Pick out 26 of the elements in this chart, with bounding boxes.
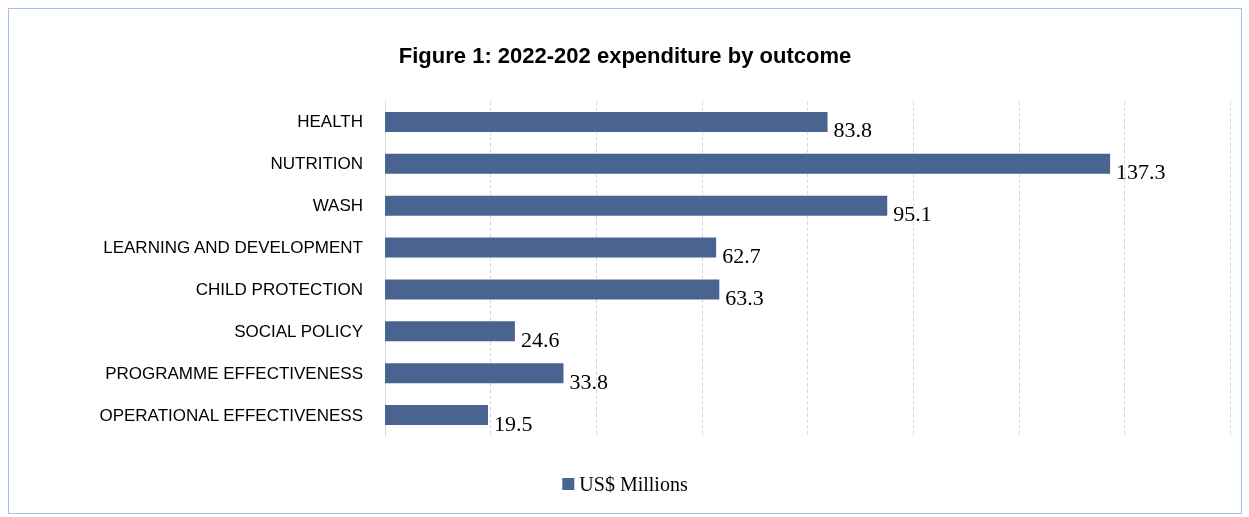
data-label: 63.3 xyxy=(725,284,764,310)
y-tick-label: HEALTH xyxy=(297,112,363,132)
data-label: 24.6 xyxy=(520,326,560,352)
bar xyxy=(385,111,828,132)
y-tick-label: LEARNING AND DEVELOPMENT xyxy=(103,238,363,258)
data-label: 19.5 xyxy=(493,410,533,436)
bar xyxy=(385,279,720,300)
y-tick-label: SOCIAL POLICY xyxy=(234,321,363,341)
bar xyxy=(385,363,564,384)
data-label: 137.3 xyxy=(1116,159,1166,185)
bar xyxy=(385,237,717,258)
y-tick-label: OPERATIONAL EFFECTIVENESS xyxy=(99,405,363,425)
y-tick-label: PROGRAMME EFFECTIVENESS xyxy=(105,363,363,383)
y-tick-label: CHILD PROTECTION xyxy=(195,279,363,299)
bar xyxy=(385,153,1111,174)
chart-title: Figure 1: 2022-202 expenditure by outcome xyxy=(398,42,852,68)
legend-label: US$ Millions xyxy=(579,473,688,495)
data-label: 83.8 xyxy=(833,117,873,143)
data-label: 95.1 xyxy=(893,201,932,227)
bar xyxy=(385,405,488,426)
data-label: 33.8 xyxy=(569,368,609,394)
bar xyxy=(385,195,888,216)
y-tick-label: WASH xyxy=(312,196,363,216)
bar xyxy=(385,321,515,342)
data-label: 62.7 xyxy=(722,243,761,269)
y-tick-label: NUTRITION xyxy=(270,154,363,174)
